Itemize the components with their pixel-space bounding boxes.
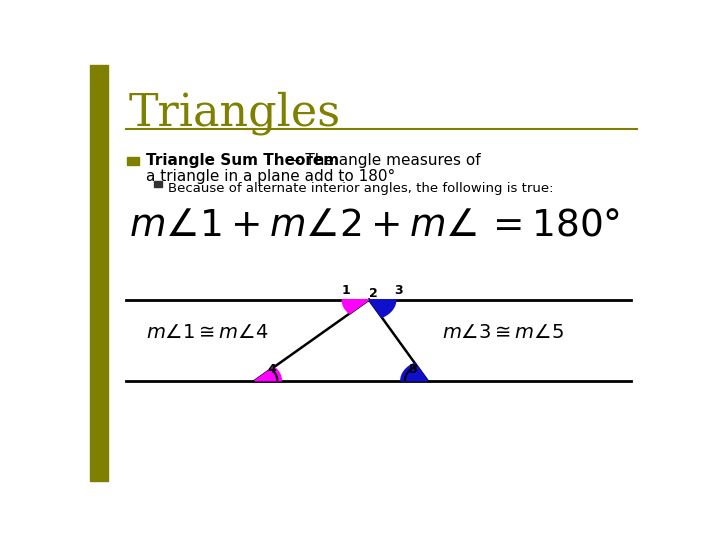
Bar — [154, 181, 162, 187]
Text: 5: 5 — [409, 363, 418, 376]
Text: a triangle in a plane add to 180°: a triangle in a plane add to 180° — [145, 168, 395, 184]
Wedge shape — [255, 367, 282, 381]
Text: Because of alternate interior angles, the following is true:: Because of alternate interior angles, th… — [168, 182, 554, 195]
Wedge shape — [342, 300, 369, 314]
Text: Triangle Sum Theorem: Triangle Sum Theorem — [145, 153, 339, 168]
Text: – The angle measures of: – The angle measures of — [288, 153, 481, 168]
Wedge shape — [401, 363, 428, 381]
Text: 1: 1 — [341, 284, 350, 297]
Text: $m\angle 1 + m\angle 2 + m\angle\, = 180°$: $m\angle 1 + m\angle 2 + m\angle\, = 180… — [129, 207, 620, 243]
Text: $m\angle 3 \cong m\angle 5$: $m\angle 3 \cong m\angle 5$ — [441, 324, 564, 342]
Wedge shape — [369, 300, 396, 318]
Text: Triangles: Triangles — [129, 92, 341, 136]
Text: 2: 2 — [369, 287, 378, 300]
Bar — [127, 157, 138, 165]
Text: 4: 4 — [267, 363, 276, 376]
Bar — [90, 65, 108, 481]
Text: $m\angle 1 \cong m\angle 4$: $m\angle 1 \cong m\angle 4$ — [145, 324, 269, 342]
Text: 3: 3 — [395, 284, 403, 297]
